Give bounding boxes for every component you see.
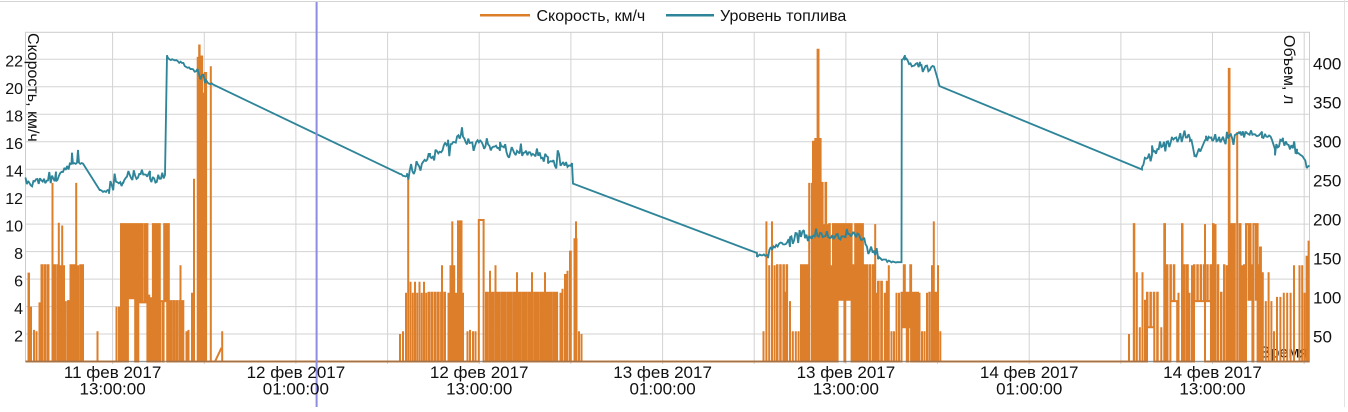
svg-text:13 фев 2017: 13 фев 2017	[613, 363, 712, 382]
svg-text:13:00:00: 13:00:00	[446, 380, 512, 399]
svg-text:13:00:00: 13:00:00	[80, 380, 146, 399]
svg-text:14 фев 2017: 14 фев 2017	[980, 363, 1079, 382]
svg-text:4: 4	[14, 301, 23, 318]
svg-text:13:00:00: 13:00:00	[813, 380, 879, 399]
svg-text:11 фев 2017: 11 фев 2017	[64, 363, 161, 382]
svg-text:50: 50	[1313, 327, 1332, 346]
svg-text:01:00:00: 01:00:00	[630, 380, 696, 399]
svg-text:150: 150	[1313, 249, 1341, 268]
svg-text:100: 100	[1313, 288, 1341, 307]
svg-text:13 фев 2017: 13 фев 2017	[797, 363, 896, 382]
svg-text:Скорость, км/ч: Скорость, км/ч	[24, 33, 41, 142]
svg-text:12 фев 2017: 12 фев 2017	[430, 363, 529, 382]
svg-text:12: 12	[5, 191, 23, 208]
svg-text:18: 18	[5, 109, 23, 126]
svg-text:Уровень топлива: Уровень топлива	[720, 8, 846, 25]
svg-text:Скорость, км/ч: Скорость, км/ч	[537, 8, 646, 25]
svg-text:300: 300	[1313, 132, 1341, 151]
svg-text:400: 400	[1313, 54, 1341, 73]
svg-text:200: 200	[1313, 210, 1341, 229]
svg-text:Объем, л: Объем, л	[1280, 35, 1297, 104]
svg-text:13:00:00: 13:00:00	[1179, 380, 1245, 399]
svg-text:14: 14	[5, 164, 23, 181]
svg-text:250: 250	[1313, 171, 1341, 190]
svg-text:8: 8	[14, 246, 23, 263]
svg-text:6: 6	[14, 274, 23, 291]
svg-text:22: 22	[5, 54, 23, 71]
svg-text:20: 20	[5, 81, 23, 98]
svg-text:2: 2	[14, 328, 23, 345]
svg-text:14 фев 2017: 14 фев 2017	[1163, 363, 1262, 382]
svg-text:10: 10	[5, 219, 23, 236]
svg-text:01:00:00: 01:00:00	[996, 380, 1062, 399]
svg-text:12 фев 2017: 12 фев 2017	[247, 363, 346, 382]
svg-text:350: 350	[1313, 93, 1341, 112]
svg-text:01:00:00: 01:00:00	[263, 380, 329, 399]
svg-text:16: 16	[5, 136, 23, 153]
